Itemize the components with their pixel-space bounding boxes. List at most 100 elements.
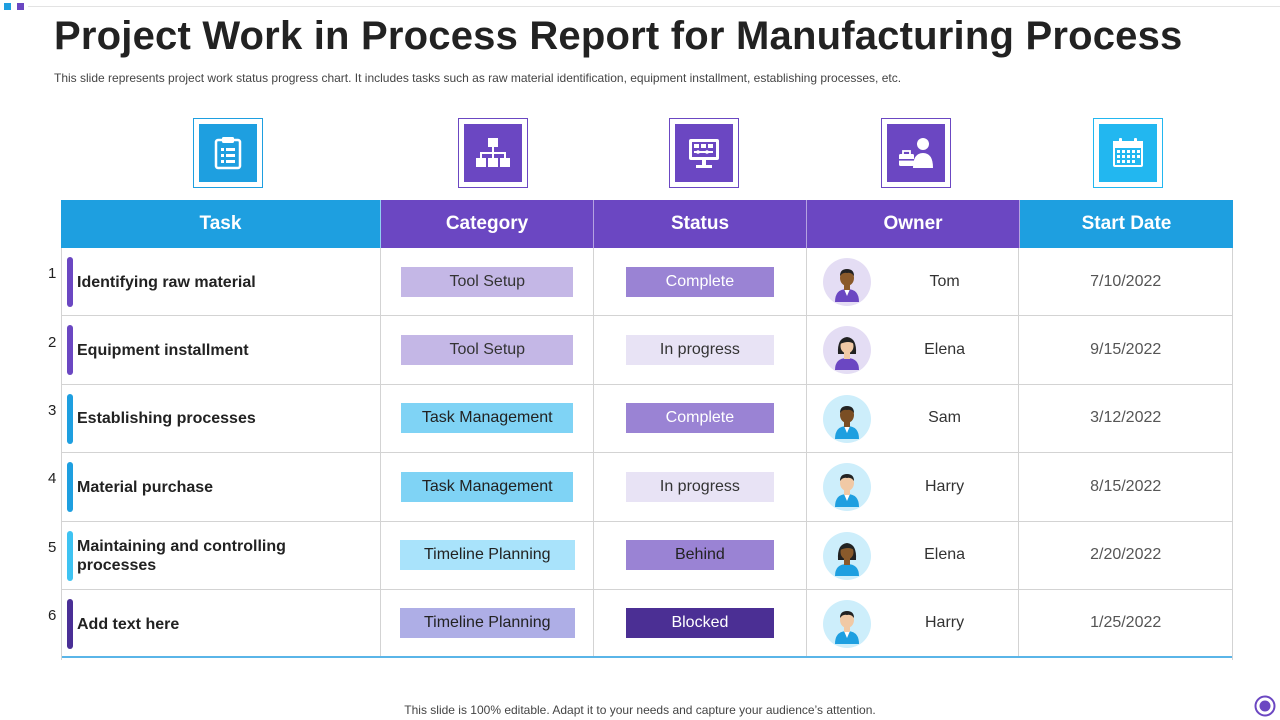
task-name: Equipment installment [77,342,249,360]
clipboard-icon-box [193,118,263,188]
status-badge: Complete [625,403,774,434]
owner-name: Elena [924,341,966,359]
corner-square-purple [17,3,24,10]
category-cell: Task Management [381,384,595,453]
corner-square-blue [4,3,11,10]
hierarchy-icon [476,138,510,167]
task-name: Material purchase [77,478,214,496]
category-tag: Tool Setup [401,266,574,297]
calendar-icon-box [1093,118,1163,188]
avatar [822,599,871,648]
brand-logo-icon [1254,695,1276,717]
status-badge: In progress [625,335,774,366]
row-number: 2 [48,333,57,351]
start-date: 8/15/2022 [1090,477,1162,495]
task-cell: 4 Material purchase [48,453,382,521]
task-cell: 5 Maintaining and controlling processes [48,521,382,589]
task-accent-bar [67,257,73,307]
person-icon [834,337,859,371]
status-badge: Behind [625,540,774,571]
owner-icon [899,138,933,168]
table-row: 1 Identifying raw material Tool Setup Co… [48,248,1232,317]
row-number: 4 [48,470,57,488]
task-name: Maintaining and controlling processes [77,537,286,574]
task-accent-bar [67,530,73,581]
monitor-icon-box [669,118,739,188]
person-icon [834,610,859,644]
owner-cell: Elena [807,521,1020,589]
owner-name: Elena [924,546,966,564]
owner-cell: Sam [807,384,1020,453]
status-cell: Complete [594,384,807,453]
category-cell: Timeline Planning [381,521,595,589]
category-tag: Timeline Planning [399,608,575,639]
avatar [822,531,871,580]
monitor-icon [689,139,719,168]
row-number: 1 [48,265,57,283]
owner-cell: Harry [807,589,1020,657]
start-date: 1/25/2022 [1090,614,1162,632]
header-category: Category [381,200,594,248]
owner-icon-box [881,118,951,188]
start-date: 2/20/2022 [1090,546,1162,564]
task-accent-bar [67,393,73,444]
start-date: 7/10/2022 [1090,272,1162,290]
owner-cell: Elena [807,316,1020,384]
task-cell: 2 Equipment installment [48,316,382,384]
header-owner: Owner [807,200,1020,248]
person-icon [834,542,859,576]
category-tag: Timeline Planning [399,540,575,571]
date-cell: 8/15/2022 [1019,453,1232,520]
status-cell: In progress [594,316,807,384]
task-name: Add text here [77,615,180,633]
owner-name: Harry [925,477,965,495]
hierarchy-icon-box [458,118,528,188]
category-tag: Task Management [401,403,574,434]
footer-note: This slide is 100% editable. Adapt it to… [404,703,876,717]
owner-cell: Harry [807,453,1020,521]
table-row: 5 Maintaining and controlling processes … [48,521,1232,590]
start-date: 3/12/2022 [1090,409,1162,427]
row-number: 3 [48,401,57,419]
avatar [822,463,871,512]
category-cell: Timeline Planning [381,589,595,657]
status-cell: In progress [594,453,807,521]
category-cell: Tool Setup [381,316,595,384]
table-row: 6 Add text here Timeline Planning Blocke… [48,589,1232,659]
avatar [822,258,871,306]
row-number: 5 [48,538,57,556]
start-date: 9/15/2022 [1090,341,1162,359]
table-row: 4 Material purchase Task Management In p… [48,453,1232,522]
avatar [822,326,871,375]
owner-name: Sam [928,409,961,427]
top-divider [28,6,1280,7]
task-accent-bar [67,325,73,376]
status-cell: Complete [594,248,807,316]
table-header: Task Category Status Owner Start Date [61,200,1233,248]
owner-name: Tom [929,272,960,290]
date-cell: 7/10/2022 [1019,248,1232,315]
status-badge: Blocked [625,608,774,639]
task-accent-bar [67,462,73,513]
status-badge: Complete [625,266,774,297]
date-cell: 3/12/2022 [1019,385,1232,452]
task-name: Establishing processes [77,410,256,428]
category-tag: Tool Setup [401,335,574,366]
page-title: Project Work in Process Report for Manuf… [54,14,1183,58]
corner-marks [4,3,24,10]
task-name: Identifying raw material [77,273,256,291]
wip-report-table: Task Category Status Owner Start Date 1 … [48,200,1233,660]
page-subtitle: This slide represents project work statu… [54,71,902,85]
category-cell: Task Management [381,453,595,521]
table-row: 2 Equipment installment Tool Setup In pr… [48,316,1232,385]
date-cell: 9/15/2022 [1019,316,1232,383]
calendar-icon [1113,138,1143,167]
task-cell: 1 Identifying raw material [48,248,382,316]
table-body: 1 Identifying raw material Tool Setup Co… [48,248,1233,660]
status-cell: Behind [594,521,807,589]
header-start-date: Start Date [1020,200,1233,248]
status-badge: In progress [625,471,774,502]
person-icon [834,405,859,439]
row-number: 6 [48,607,57,625]
status-cell: Blocked [594,589,807,657]
